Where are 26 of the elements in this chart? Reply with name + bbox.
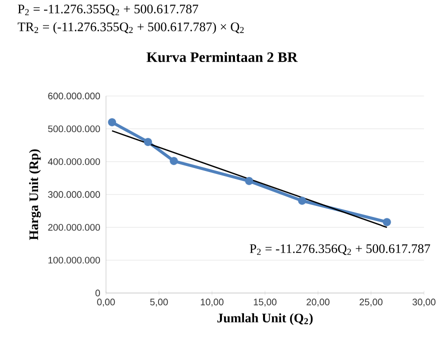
x-tick-label: 15,00 [254, 298, 276, 306]
point [382, 218, 391, 226]
text: TR$_{2}$ = (-11.276.355Q$_{2}$ + 500.617.787) × Q$_{2}$ [18, 22, 244, 34]
y-tick-label: 400.000.000 [48, 158, 100, 166]
x-axis-title: Jumlah Unit (Q$_{2}$) [217, 313, 313, 326]
y-tick-label: 200.000.000 [48, 224, 100, 231]
annotation: P$_{2}$ = -11.276.356Q$_{2}$ + 500.617.787 [250, 244, 430, 256]
point [144, 138, 152, 146]
x-tick-label: 10,00 [200, 298, 224, 306]
x-tick-label: 25,00 [360, 298, 382, 306]
y-tick-label: 300.000.000 [48, 191, 100, 198]
y-axis-title: Harga Unit (Rp) [29, 149, 41, 240]
text: P$_{2}$ = -11.276.355Q$_{2}$ + 500.617.787 [18, 4, 198, 16]
x-tick-label: 5,00 [150, 298, 168, 306]
chart-title: Kurva Permintaan 2 BR [146, 52, 298, 62]
point [298, 196, 306, 205]
point [245, 176, 254, 186]
x-tick-label: 20,00 [306, 298, 330, 306]
point [170, 156, 178, 166]
y-tick-label: 0 [95, 290, 100, 296]
x-tick-label: 0,00 [97, 298, 115, 306]
point [108, 118, 116, 126]
x-tick-label: 30,00 [412, 298, 436, 306]
y-tick-label: 100.000.000 [48, 256, 100, 264]
y-tick-label: 500.000.000 [48, 125, 100, 132]
y-tick-label: 600.000.000 [48, 92, 100, 100]
